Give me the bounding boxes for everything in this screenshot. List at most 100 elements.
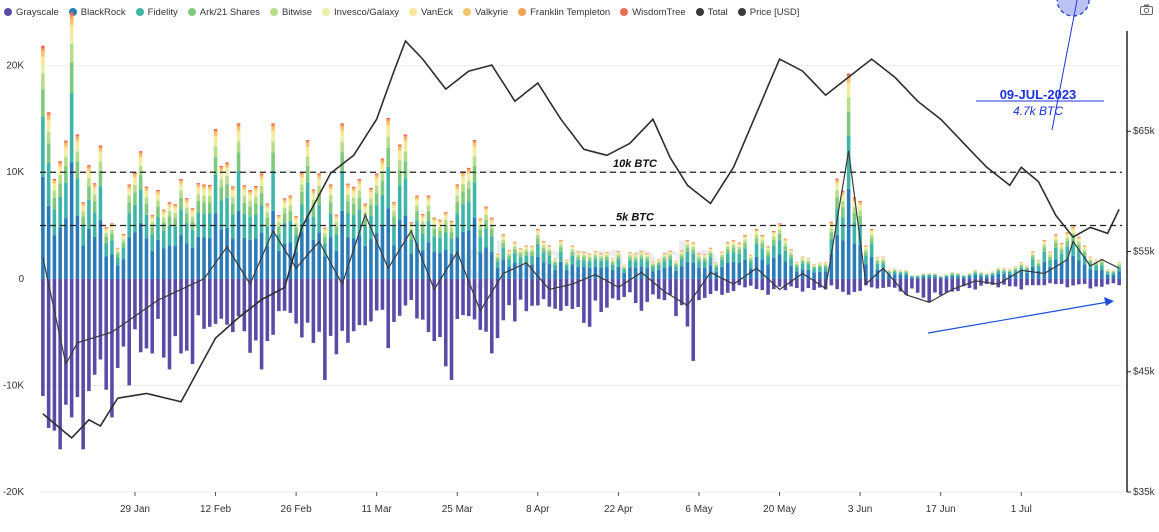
bar-segment: [795, 263, 799, 264]
bar-segment: [731, 243, 736, 245]
bar-segment: [553, 262, 557, 265]
bar-segment: [766, 246, 770, 248]
bar-segment: [420, 217, 425, 220]
bar-grayscale: [743, 278, 747, 288]
bar-segment: [1077, 249, 1081, 261]
legend-item[interactable]: Grayscale: [4, 7, 59, 18]
bar-segment: [75, 161, 80, 179]
bar-segment: [587, 258, 592, 262]
bar-segment: [346, 212, 350, 238]
bar-segment: [841, 194, 845, 198]
legend-item[interactable]: Total: [695, 7, 728, 18]
bar-segment: [443, 224, 448, 233]
bar-segment: [576, 266, 580, 279]
bar-segment: [179, 190, 183, 198]
bar-segment: [449, 221, 454, 223]
bar-segment: [179, 180, 183, 182]
bar-grayscale: [1036, 278, 1041, 286]
bar-grayscale: [748, 278, 753, 286]
x-tick-label: 25 Mar: [442, 504, 474, 515]
legend-item[interactable]: Franklin Templeton: [518, 7, 610, 18]
bar-grayscale: [231, 278, 235, 333]
legend-label: Fidelity: [147, 6, 178, 18]
bar-segment: [104, 228, 108, 230]
bar-segment: [495, 255, 500, 257]
legend-item[interactable]: VanEck: [408, 7, 453, 18]
bar-segment: [1088, 260, 1093, 264]
bar-segment: [783, 250, 788, 262]
bar-segment: [846, 111, 851, 136]
bar-grayscale: [921, 278, 926, 298]
legend-item[interactable]: WisdomTree: [620, 7, 686, 18]
bar-segment: [386, 136, 390, 149]
bar-segment: [1117, 262, 1121, 264]
bar-segment: [334, 217, 339, 220]
bar-segment: [478, 218, 483, 220]
bar-segment: [766, 247, 770, 249]
bar-segment: [87, 170, 91, 175]
bar-grayscale: [254, 278, 258, 341]
bar-segment: [409, 232, 414, 240]
legend-item[interactable]: Bitwise: [269, 7, 312, 18]
y-right-tick-label: $65k: [1133, 126, 1156, 137]
bar-segment: [702, 267, 707, 279]
bar-segment: [904, 271, 908, 273]
bar-grayscale: [915, 278, 920, 293]
bar-segment: [1094, 261, 1098, 262]
bar-segment: [334, 219, 339, 223]
bar-segment: [823, 265, 828, 268]
bar-segment: [887, 271, 891, 273]
bar-segment: [259, 175, 264, 179]
bar-segment: [864, 255, 868, 265]
bar-segment: [127, 202, 131, 214]
bar-segment: [196, 201, 201, 213]
bar-segment: [104, 233, 108, 237]
bar-segment: [1025, 272, 1029, 279]
bar-grayscale: [323, 278, 327, 381]
bar-segment: [69, 15, 74, 19]
bar-segment: [46, 116, 51, 121]
bar-segment: [138, 190, 143, 223]
bar-segment: [927, 274, 931, 277]
bar-grayscale: [582, 278, 586, 323]
legend-item[interactable]: Price [USD]: [737, 7, 799, 18]
legend-item[interactable]: Fidelity: [135, 6, 178, 18]
bar-segment: [346, 237, 350, 279]
bar-segment: [996, 269, 1001, 272]
bar-segment: [593, 252, 598, 254]
bar-segment: [369, 192, 373, 196]
bar-segment: [41, 72, 45, 90]
bar-grayscale: [150, 278, 155, 354]
bar-segment: [196, 187, 201, 191]
bar-grayscale: [720, 278, 724, 295]
bar-segment: [633, 255, 638, 257]
bar-segment: [501, 235, 506, 237]
bar-segment: [720, 252, 724, 253]
bar-segment: [495, 254, 500, 256]
bar-grayscale: [1077, 278, 1081, 285]
bar-segment: [702, 256, 707, 259]
bar-segment: [559, 244, 563, 248]
bar-grayscale: [547, 278, 552, 307]
bar-segment: [691, 246, 696, 250]
bar-grayscale: [639, 278, 644, 311]
legend-item[interactable]: Valkyrie: [463, 7, 508, 18]
legend-item[interactable]: BlackRock: [68, 7, 126, 18]
bar-segment: [443, 215, 448, 218]
bar-segment: [1088, 257, 1093, 258]
bar-grayscale: [1088, 278, 1093, 289]
camera-icon[interactable]: [1140, 4, 1153, 15]
bar-segment: [380, 159, 385, 162]
bar-segment: [449, 223, 454, 226]
bar-segment: [127, 186, 131, 189]
bar-segment: [772, 231, 776, 233]
bar-segment: [133, 174, 137, 178]
bar-segment: [507, 255, 511, 259]
bar-segment: [1031, 259, 1035, 267]
legend-item[interactable]: Invesco/Galaxy: [322, 7, 399, 18]
bar-grayscale: [892, 278, 897, 288]
bar-segment: [340, 136, 344, 142]
bar-grayscale: [397, 278, 402, 316]
bar-segment: [432, 252, 437, 279]
legend-item[interactable]: Ark/21 Shares: [187, 7, 260, 18]
